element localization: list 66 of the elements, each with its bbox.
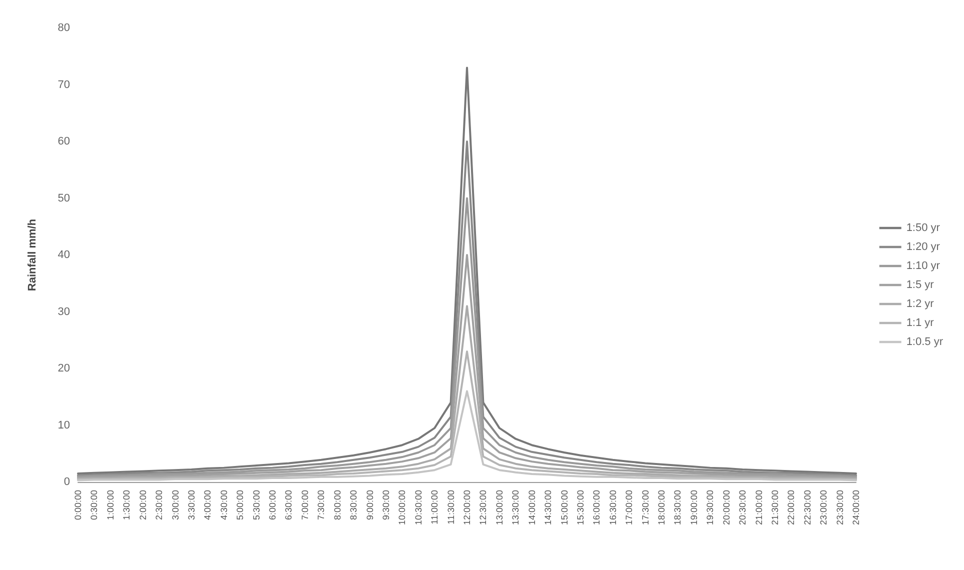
x-tick-label: 1:30:00: [122, 490, 132, 520]
x-tick-label: 4:00:00: [202, 490, 213, 520]
x-tick-label: 5:30:00: [251, 490, 262, 520]
x-tick-label: 17:30:00: [640, 490, 650, 526]
x-tick-label: 11:30:00: [446, 490, 456, 524]
x-tick-label: 4:30:00: [218, 490, 229, 520]
x-tick-label: 2:00:00: [138, 490, 148, 520]
legend-label: 1:20 yr: [906, 241, 940, 253]
x-tick-label: 0:30:00: [89, 490, 100, 520]
x-tick-label: 24:00:00: [851, 490, 861, 526]
y-tick-label: 60: [58, 136, 70, 148]
y-tick-label: 10: [58, 419, 70, 432]
legend-label: 1:10 yr: [906, 260, 940, 272]
y-tick-label: 50: [58, 192, 70, 204]
x-tick-label: 23:30:00: [834, 490, 845, 526]
x-tick-label: 3:00:00: [170, 490, 180, 520]
legend-label: 1:5 yr: [906, 279, 934, 291]
x-tick-label: 16:00:00: [592, 490, 602, 526]
x-tick-label: 7:30:00: [316, 490, 326, 520]
x-tick-label: 1:00:00: [105, 490, 116, 520]
x-tick-label: 16:30:00: [608, 490, 618, 526]
x-tick-label: 11:00:00: [430, 490, 440, 524]
x-tick-label: 20:00:00: [721, 490, 732, 526]
y-tick-label: 20: [58, 362, 70, 374]
x-tick-label: 15:00:00: [559, 490, 570, 526]
x-tick-label: 18:00:00: [656, 490, 666, 526]
y-axis-title: Rainfall mm/h: [26, 218, 38, 292]
x-tick-label: 5:00:00: [235, 490, 246, 520]
x-tick-label: 13:00:00: [494, 490, 504, 526]
x-tick-label: 20:30:00: [738, 490, 748, 526]
y-tick-label: 30: [58, 306, 70, 318]
x-tick-label: 6:00:00: [268, 490, 278, 520]
x-tick-label: 15:30:00: [575, 490, 586, 526]
legend-label: 1:2 yr: [906, 298, 934, 310]
x-tick-label: 22:00:00: [786, 490, 796, 526]
x-tick-label: 9:00:00: [364, 490, 375, 520]
x-tick-label: 21:30:00: [770, 490, 780, 526]
x-tick-label: 10:30:00: [413, 490, 424, 526]
x-tick-label: 14:00:00: [526, 490, 537, 526]
x-tick-label: 12:00:00: [462, 490, 472, 526]
x-tick-label: 6:30:00: [284, 490, 294, 520]
x-tick-label: 23:00:00: [818, 490, 829, 526]
x-tick-label: 17:00:00: [624, 490, 634, 526]
y-tick-label: 70: [58, 78, 70, 91]
x-tick-label: 9:30:00: [380, 490, 391, 520]
x-tick-label: 22:30:00: [802, 490, 812, 526]
x-tick-label: 8:30:00: [348, 490, 359, 520]
x-tick-label: 19:30:00: [705, 490, 716, 526]
legend-label: 1:0.5 yr: [906, 336, 944, 348]
x-tick-label: 10:00:00: [397, 490, 408, 526]
legend-label: 1:50 yr: [906, 222, 940, 234]
x-tick-label: 18:30:00: [672, 490, 683, 526]
x-tick-label: 2:30:00: [154, 490, 164, 520]
x-tick-label: 12:30:00: [478, 490, 488, 526]
legend-label: 1:1 yr: [906, 317, 934, 329]
x-tick-label: 21:00:00: [754, 490, 764, 526]
y-tick-label: 0: [64, 476, 70, 488]
y-tick-label: 80: [58, 22, 70, 34]
y-tick-label: 40: [58, 249, 70, 261]
x-tick-label: 3:30:00: [186, 490, 196, 520]
x-tick-label: 8:00:00: [332, 490, 342, 520]
x-tick-label: 0:00:00: [73, 490, 83, 520]
x-tick-label: 7:00:00: [300, 490, 310, 520]
x-tick-label: 19:00:00: [688, 490, 699, 526]
x-tick-label: 13:30:00: [510, 490, 521, 526]
x-tick-label: 14:30:00: [543, 490, 554, 526]
